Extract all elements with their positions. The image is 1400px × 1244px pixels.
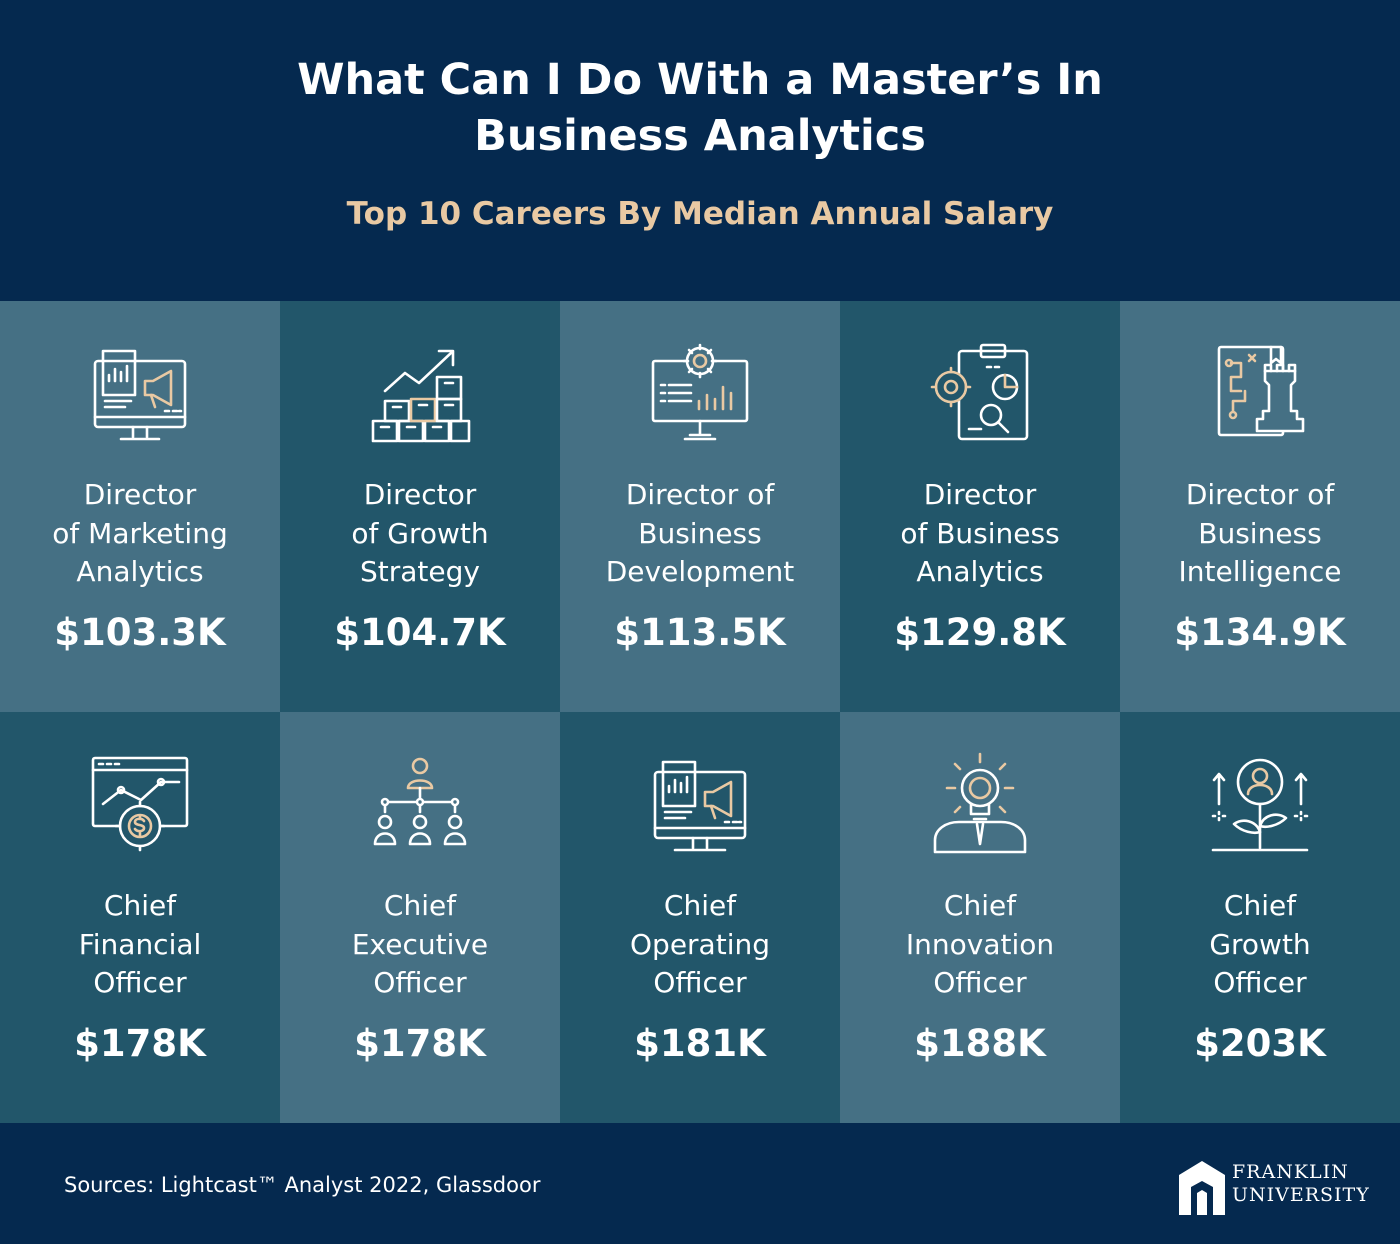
job-title-line: Growth [1209,927,1311,961]
marketing-monitor-megaphone-icon [85,341,195,451]
salary-value: $178K [74,1022,206,1065]
job-title-line: Chief [663,889,737,922]
career-tile: Director of Business Intelligence $134.9… [1120,301,1400,712]
page-title: What Can I Do With a Master’s In Busines… [0,52,1400,164]
job-title-line: Officer [933,966,1027,999]
job-title: Chief Financial Officer [10,887,270,1003]
job-title-line: Executive [351,927,489,961]
job-title-line: Financial [78,927,202,961]
logo-text: FRANKLIN UNIVERSITY [1232,1161,1370,1207]
job-title-line: Strategy [360,555,480,588]
footer: Sources: Lightcast™ Analyst 2022, Glassd… [0,1123,1400,1244]
job-title: Director of Business Intelligence [1130,476,1390,592]
job-title: Director of Growth Strategy [290,476,550,592]
growth-plant-person-icon [1205,752,1315,862]
job-title-line: of Growth [351,516,489,550]
career-tile: Chief Executive Officer $178K [280,712,560,1123]
careers-grid: Director of Marketing Analytics $103.3K [0,301,1400,1123]
intelligence-chess-strategy-icon [1205,341,1315,451]
job-title-line: Business [638,516,762,550]
career-tile: Chief Operating Officer $181K [560,712,840,1123]
development-gear-presentation-icon [645,341,755,451]
salary-value: $134.9K [1174,611,1346,654]
growth-boxes-arrow-icon [365,341,475,451]
job-title-line: Officer [373,966,467,999]
job-title-line: Director [83,478,197,511]
job-title-line: of Business [900,516,1060,550]
logo-line-1: FRANKLIN [1232,1161,1349,1183]
finance-chart-dollar-gear-icon [85,752,195,862]
salary-value: $178K [354,1022,486,1065]
analytics-clipboard-gear-icon [925,341,1035,451]
job-title-line: Director [363,478,477,511]
salary-value: $103.3K [54,611,226,654]
executive-org-chart-icon [365,752,475,862]
career-tile: Chief Growth Officer $203K [1120,712,1400,1123]
job-title-line: Chief [103,889,177,922]
job-title-line: Innovation [905,927,1055,961]
salary-value: $104.7K [334,611,506,654]
career-tile: Director of Marketing Analytics $103.3K [0,301,280,712]
title-line-1: What Can I Do With a Master’s In [297,55,1103,105]
job-title-line: Officer [93,966,187,999]
career-tile: Director of Business Development $113.5K [560,301,840,712]
job-title: Director of Business Analytics [850,476,1110,592]
franklin-university-logo: FRANKLIN UNIVERSITY [1177,1157,1370,1219]
job-title: Chief Growth Officer [1130,887,1390,1003]
salary-value: $113.5K [614,611,786,654]
job-title-line: Chief [943,889,1017,922]
sources-text: Sources: Lightcast™ Analyst 2022, Glassd… [64,1173,541,1197]
operations-monitor-megaphone-icon [645,752,755,862]
job-title-line: Chief [1223,889,1297,922]
career-tile: Chief Innovation Officer $188K [840,712,1120,1123]
header: What Can I Do With a Master’s In Busines… [0,0,1400,301]
job-title-line: of Marketing [52,516,228,550]
job-title-line: Director [923,478,1037,511]
job-title-line: Director of [1185,478,1335,511]
job-title-line: Analytics [916,555,1044,588]
career-tile: Chief Financial Officer $178K [0,712,280,1123]
job-title: Chief Operating Officer [570,887,830,1003]
job-title-line: Operating [630,927,770,961]
career-tile: Director of Business Analytics $129.8K [840,301,1120,712]
career-tile: Director of Growth Strategy $104.7K [280,301,560,712]
job-title-line: Officer [653,966,747,999]
salary-value: $203K [1194,1022,1326,1065]
job-title-line: Business [1198,516,1322,550]
job-title: Chief Executive Officer [290,887,550,1003]
logo-line-2: UNIVERSITY [1232,1184,1370,1206]
salary-value: $181K [634,1022,766,1065]
job-title: Director of Marketing Analytics [10,476,270,592]
job-title: Chief Innovation Officer [850,887,1110,1003]
title-line-2: Business Analytics [474,111,926,161]
salary-value: $129.8K [894,611,1066,654]
job-title-line: Chief [383,889,457,922]
salary-value: $188K [914,1022,1046,1065]
page-subtitle: Top 10 Careers By Median Annual Salary [346,196,1054,232]
job-title-line: Development [605,555,795,588]
job-title-line: Officer [1213,966,1307,999]
job-title-line: Director of [625,478,775,511]
innovation-lightbulb-person-icon [925,752,1035,862]
job-title: Director of Business Development [570,476,830,592]
job-title-line: Analytics [76,555,204,588]
job-title-line: Intelligence [1178,555,1342,588]
university-building-icon [1179,1161,1225,1215]
